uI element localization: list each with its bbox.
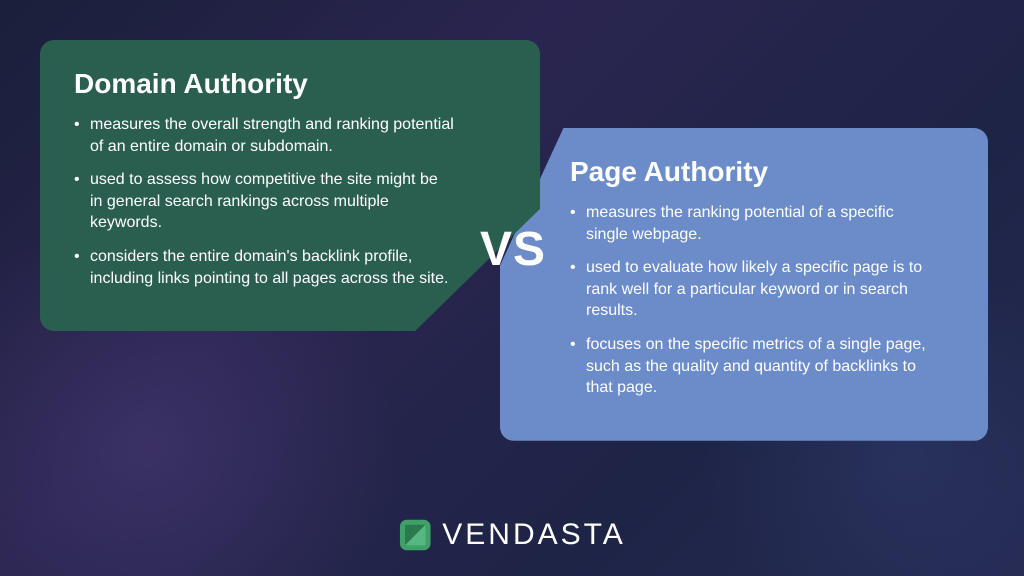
bullet-item: used to assess how competitive the site …: [74, 169, 454, 234]
bullet-item: measures the overall strength and rankin…: [74, 114, 454, 157]
panel-right-title: Page Authority: [570, 156, 954, 188]
bullet-item: focuses on the specific metrics of a sin…: [570, 334, 930, 399]
panel-left-title: Domain Authority: [74, 68, 506, 100]
panel-left-bullets: measures the overall strength and rankin…: [74, 114, 506, 289]
panel-right-bullets: measures the ranking potential of a spec…: [570, 202, 954, 399]
brand-name: VENDASTA: [442, 518, 625, 552]
vs-divider: VS: [480, 222, 546, 277]
bullet-item: used to evaluate how likely a specific p…: [570, 257, 930, 322]
bullet-item: considers the entire domain's backlink p…: [74, 246, 454, 289]
brand: VENDASTA: [398, 518, 625, 552]
bullet-item: measures the ranking potential of a spec…: [570, 202, 930, 245]
panel-domain-authority: Domain Authority measures the overall st…: [40, 40, 540, 331]
panel-page-authority: Page Authority measures the ranking pote…: [500, 128, 988, 441]
brand-logo-icon: [398, 518, 432, 552]
